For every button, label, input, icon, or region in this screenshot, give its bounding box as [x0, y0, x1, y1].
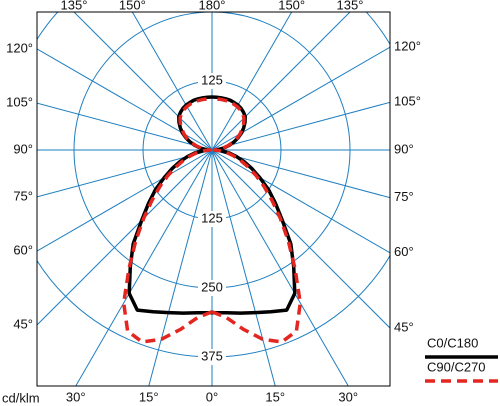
- grid-line: [211, 149, 349, 386]
- grid-line: [211, 12, 293, 151]
- unit-label: cd/klm: [2, 390, 40, 405]
- angle-label: 90°: [13, 141, 33, 156]
- angle-label: 180°: [199, 0, 226, 12]
- r-label-bg: [198, 280, 226, 296]
- r-label-bg: [198, 349, 226, 365]
- grid-line: [37, 149, 213, 252]
- plot-frame: [36, 11, 391, 387]
- r-tick-label: 125: [201, 72, 223, 87]
- r-tick-label: 250: [201, 279, 223, 294]
- angle-label: 150°: [278, 0, 305, 12]
- angle-label: 120°: [394, 39, 421, 54]
- angle-label: 120°: [6, 40, 33, 55]
- r-label-bg: [198, 211, 226, 227]
- grid-line: [211, 149, 276, 386]
- grid-line: [75, 149, 213, 386]
- angle-label: 60°: [13, 242, 33, 257]
- grid-line: [37, 149, 213, 326]
- angle-label: 15°: [265, 389, 285, 404]
- angle-label: 105°: [394, 94, 421, 109]
- r-tick-label: 125: [201, 210, 223, 225]
- angle-label: 0°: [206, 389, 218, 404]
- legend-label: C90/C270: [427, 359, 486, 374]
- grid-line: [211, 12, 351, 151]
- grid-line: [37, 102, 213, 151]
- legend-label: C0/C180: [427, 335, 478, 350]
- angle-label: 150°: [119, 0, 146, 12]
- curve: [211, 96, 303, 344]
- grid-line: [73, 12, 213, 151]
- grid: [37, 12, 390, 386]
- angle-label: 15°: [139, 389, 159, 404]
- angle-label: 135°: [61, 0, 88, 12]
- angle-label: 30°: [338, 389, 358, 404]
- curve: [121, 96, 213, 344]
- grid-line: [211, 149, 390, 254]
- angle-label: 45°: [394, 319, 414, 334]
- angle-label: 30°: [66, 389, 86, 404]
- grid-line: [131, 12, 213, 151]
- curves: [121, 95, 303, 344]
- angle-label: 60°: [394, 244, 414, 259]
- angle-label: 45°: [13, 316, 33, 331]
- r-label-bg: [198, 73, 226, 89]
- angle-label: 90°: [394, 141, 414, 156]
- r-tick-label: 375: [201, 348, 223, 363]
- angle-label: 135°: [337, 0, 364, 12]
- grid-line: [211, 101, 390, 151]
- angle-label: 75°: [394, 189, 414, 204]
- angle-label: 105°: [6, 95, 33, 110]
- grid-line: [211, 149, 390, 329]
- angle-label: 75°: [13, 188, 33, 203]
- grid-line: [148, 149, 213, 386]
